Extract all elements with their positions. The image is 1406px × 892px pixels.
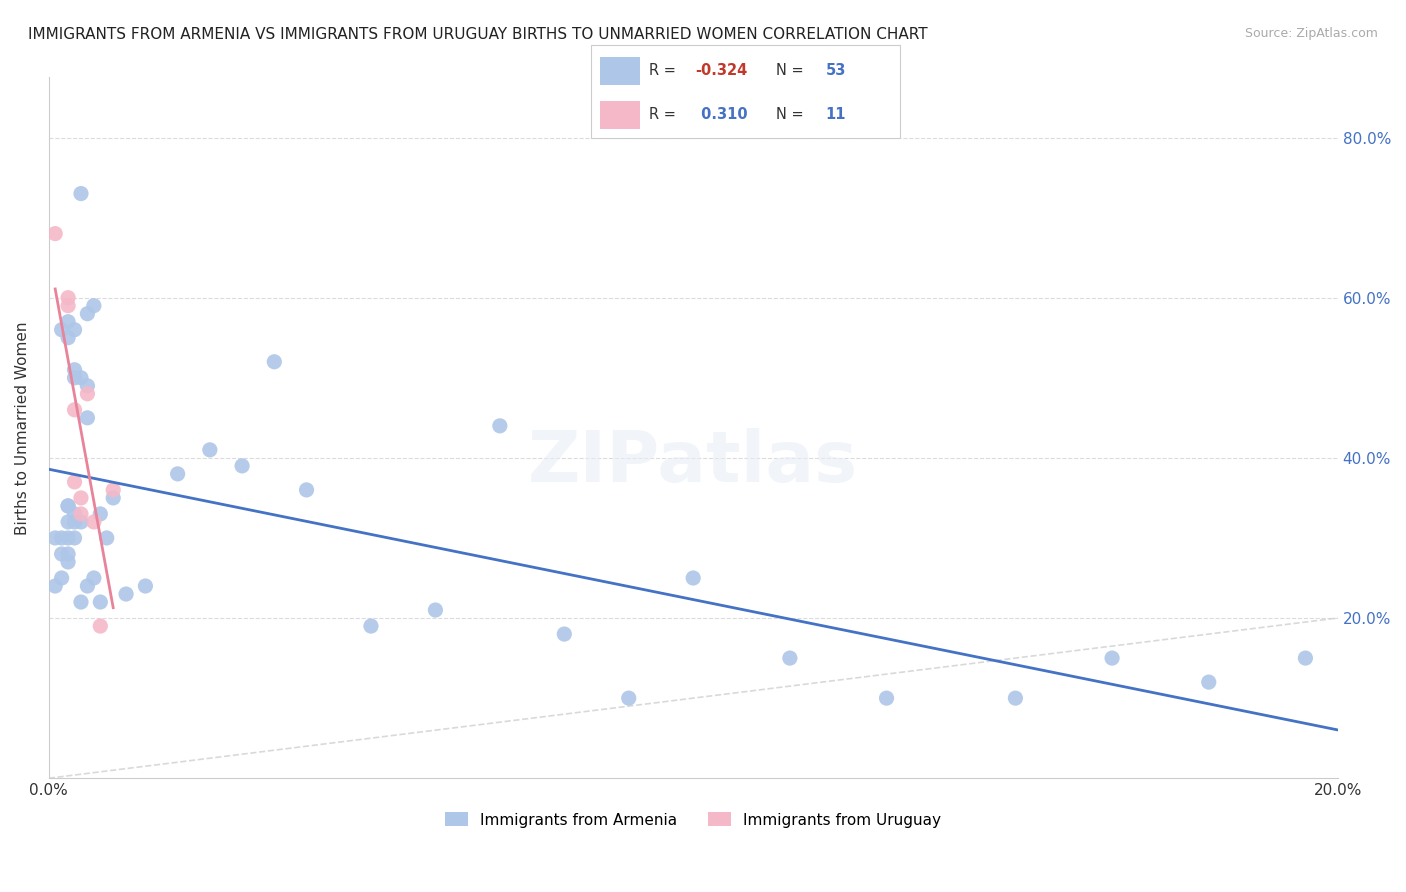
Point	[44, 227, 66, 241]
Point	[89, 595, 111, 609]
Point	[103, 491, 125, 505]
Point	[51, 547, 73, 561]
Text: N =: N =	[776, 63, 808, 78]
Point	[295, 483, 318, 497]
Point	[263, 355, 285, 369]
Point	[89, 507, 111, 521]
Legend: Immigrants from Armenia, Immigrants from Uruguay: Immigrants from Armenia, Immigrants from…	[439, 806, 948, 834]
Point	[70, 595, 93, 609]
Point	[44, 579, 66, 593]
Point	[96, 531, 118, 545]
FancyBboxPatch shape	[591, 45, 900, 138]
Text: Source: ZipAtlas.com: Source: ZipAtlas.com	[1244, 27, 1378, 40]
Point	[83, 515, 105, 529]
Point	[51, 571, 73, 585]
Point	[51, 323, 73, 337]
Point	[115, 587, 138, 601]
Text: 11: 11	[825, 107, 846, 122]
Point	[56, 499, 79, 513]
Point	[63, 515, 86, 529]
Point	[425, 603, 447, 617]
Point	[103, 483, 125, 497]
Point	[134, 579, 156, 593]
Point	[51, 531, 73, 545]
Point	[198, 442, 221, 457]
Point	[1101, 651, 1123, 665]
Point	[70, 507, 93, 521]
Point	[83, 571, 105, 585]
Point	[76, 307, 98, 321]
Point	[63, 531, 86, 545]
Point	[56, 291, 79, 305]
Point	[56, 315, 79, 329]
Text: -0.324: -0.324	[696, 63, 748, 78]
Text: IMMIGRANTS FROM ARMENIA VS IMMIGRANTS FROM URUGUAY BIRTHS TO UNMARRIED WOMEN COR: IMMIGRANTS FROM ARMENIA VS IMMIGRANTS FR…	[28, 27, 928, 42]
Point	[876, 691, 898, 706]
Point	[63, 507, 86, 521]
Point	[63, 323, 86, 337]
Point	[617, 691, 640, 706]
Point	[56, 515, 79, 529]
FancyBboxPatch shape	[600, 101, 640, 129]
Point	[70, 515, 93, 529]
Text: 53: 53	[825, 63, 846, 78]
Point	[553, 627, 575, 641]
Text: R =: R =	[650, 107, 681, 122]
Point	[83, 299, 105, 313]
Point	[70, 491, 93, 505]
Point	[1004, 691, 1026, 706]
Point	[682, 571, 704, 585]
Text: ZIPatlas: ZIPatlas	[529, 428, 858, 498]
Y-axis label: Births to Unmarried Women: Births to Unmarried Women	[15, 321, 30, 534]
Point	[231, 458, 253, 473]
Point	[63, 371, 86, 385]
Point	[56, 331, 79, 345]
Point	[779, 651, 801, 665]
Point	[489, 418, 512, 433]
Point	[56, 555, 79, 569]
Point	[44, 531, 66, 545]
Point	[166, 467, 188, 481]
FancyBboxPatch shape	[600, 57, 640, 85]
Point	[63, 402, 86, 417]
Point	[76, 579, 98, 593]
Point	[76, 378, 98, 392]
Point	[56, 299, 79, 313]
Point	[56, 499, 79, 513]
Point	[56, 547, 79, 561]
Text: N =: N =	[776, 107, 808, 122]
Point	[89, 619, 111, 633]
Text: R =: R =	[650, 63, 681, 78]
Point	[63, 475, 86, 489]
Point	[76, 386, 98, 401]
Point	[76, 410, 98, 425]
Point	[360, 619, 382, 633]
Point	[70, 371, 93, 385]
Point	[70, 186, 93, 201]
Point	[56, 531, 79, 545]
Text: 0.310: 0.310	[696, 107, 748, 122]
Point	[1198, 675, 1220, 690]
Point	[63, 363, 86, 377]
Point	[1294, 651, 1316, 665]
